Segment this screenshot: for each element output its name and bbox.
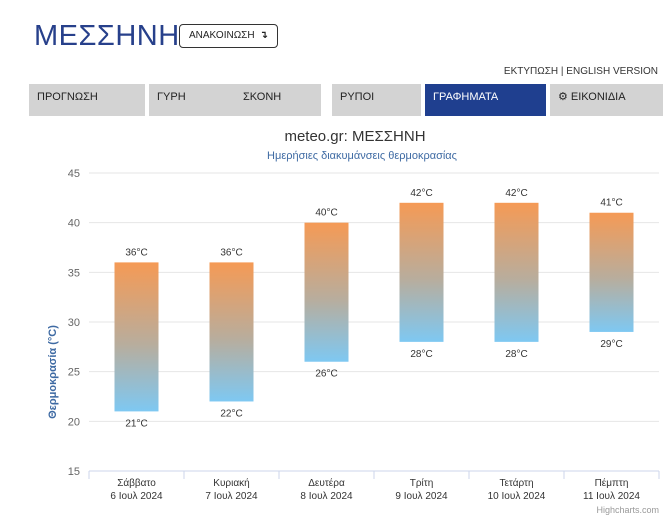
print-link[interactable]: ΕΚΤΥΠΩΣΗ bbox=[503, 66, 559, 77]
page-title: ΜΕΣΣΗΝΗ bbox=[34, 20, 180, 52]
tab-forecast[interactable]: ΠΡΟΓΝΩΣΗ bbox=[29, 84, 145, 116]
min-temp-label-2: 26°C bbox=[315, 369, 337, 380]
chart-subtitle: Ημερήσιες διακυμάνσεις θερμοκρασίας bbox=[267, 150, 457, 162]
grid-lines bbox=[89, 172, 659, 472]
min-temp-label-5: 29°C bbox=[600, 339, 622, 350]
y-tick-label-30: 30 bbox=[68, 317, 80, 329]
y-tick-label-25: 25 bbox=[68, 367, 80, 379]
min-temp-label-0: 21°C bbox=[125, 418, 147, 429]
x-axis-ticks: Σάββατο 6 Ιουλ 2024 Κυριακή 7 Ιουλ 2024 Δευτ… bbox=[88, 471, 660, 502]
tab-icons-label: ΕΙΚΟΝΙΔΙΑ bbox=[570, 91, 626, 103]
y-tick-label-35: 35 bbox=[68, 267, 80, 279]
max-temp-label-5: 41°C bbox=[600, 198, 622, 209]
announcement-button[interactable]: ΑΝΑΚΟΙΝΩΣΗ ↴ bbox=[179, 24, 278, 48]
y-axis-ticks: 15 20 25 30 35 40 45 bbox=[68, 168, 80, 478]
tab-pollutants-label: ΡΥΠΟΙ bbox=[340, 91, 375, 103]
x-tick-day-0: Σάββατο bbox=[117, 477, 156, 489]
x-tick-day-3: Τρίτη bbox=[410, 477, 434, 489]
x-tick-date-4: 10 Ιουλ 2024 bbox=[488, 491, 546, 502]
temperature-bar-4 bbox=[494, 202, 539, 342]
x-tick-date-3: 9 Ιουλ 2024 bbox=[395, 491, 448, 502]
x-tick-day-2: Δευτέρα bbox=[308, 477, 345, 489]
tab-dust[interactable]: ΣΚΟΝΗ bbox=[235, 84, 321, 116]
max-temp-label-2: 40°C bbox=[315, 208, 337, 219]
x-tick-date-1: 7 Ιουλ 2024 bbox=[205, 491, 258, 502]
x-tick-day-1: Κυριακή bbox=[213, 477, 249, 489]
top-links: ΕΚΤΥΠΩΣΗ | ENGLISH VERSION bbox=[504, 66, 658, 77]
gear-icon: ⚙ bbox=[558, 91, 568, 103]
x-tick-day-4: Τετάρτη bbox=[499, 477, 533, 489]
min-temp-label-4: 28°C bbox=[505, 349, 527, 360]
english-version-link[interactable]: ENGLISH VERSION bbox=[566, 66, 658, 77]
y-tick-label-45: 45 bbox=[68, 168, 80, 180]
temperature-bar-5 bbox=[589, 212, 634, 332]
max-temp-label-4: 42°C bbox=[505, 188, 527, 199]
y-tick-label-15: 15 bbox=[68, 466, 80, 478]
x-tick-date-0: 6 Ιουλ 2024 bbox=[110, 491, 163, 502]
chart-title: meteo.gr: ΜΕΣΣΗΝΗ bbox=[284, 128, 425, 145]
temperature-bars: 36°C 21°C 36°C 22°C 40°C 26°C 42°C 28°C 42°C 28°C… bbox=[114, 188, 634, 429]
tab-icons[interactable]: ⚙ ΕΙΚΟΝΙΔΙΑ bbox=[550, 84, 663, 116]
temperature-bar-2 bbox=[304, 222, 349, 362]
tab-pollutants[interactable]: ΡΥΠΟΙ bbox=[332, 84, 421, 116]
link-separator: | bbox=[560, 66, 564, 77]
x-tick-date-5: 11 Ιουλ 2024 bbox=[583, 491, 640, 502]
x-tick-day-5: Πέμπτη bbox=[595, 477, 629, 489]
tab-charts-label: ΓΡΑΦΗΜΑΤΑ bbox=[433, 91, 499, 103]
y-tick-label-20: 20 bbox=[68, 416, 80, 428]
min-temp-label-1: 22°C bbox=[220, 408, 242, 419]
tab-charts[interactable]: ΓΡΑΦΗΜΑΤΑ bbox=[425, 84, 546, 116]
temperature-bar-0 bbox=[114, 262, 159, 412]
tab-pollen-label: ΓΥΡΗ bbox=[157, 91, 186, 103]
announcement-label: ΑΝΑΚΟΙΝΩΣΗ bbox=[189, 30, 255, 41]
min-temp-label-3: 28°C bbox=[410, 349, 432, 360]
y-axis-label: Θερμοκρασία (°C) bbox=[47, 325, 59, 419]
temperature-chart: meteo.gr: ΜΕΣΣΗΝΗ Ημερήσιες διακυμάνσεις… bbox=[47, 128, 660, 502]
arrow-down-right-icon: ↴ bbox=[259, 30, 268, 41]
max-temp-label-0: 36°C bbox=[125, 247, 147, 258]
y-tick-label-40: 40 bbox=[68, 218, 80, 230]
tab-pollen[interactable]: ΓΥΡΗ bbox=[149, 84, 235, 116]
max-temp-label-1: 36°C bbox=[220, 247, 242, 258]
x-tick-date-2: 8 Ιουλ 2024 bbox=[300, 491, 353, 502]
tab-dust-label: ΣΚΟΝΗ bbox=[243, 91, 282, 103]
highcharts-credit[interactable]: Highcharts.com bbox=[596, 505, 659, 515]
temperature-bar-1 bbox=[209, 262, 254, 402]
max-temp-label-3: 42°C bbox=[410, 188, 432, 199]
tab-forecast-label: ΠΡΟΓΝΩΣΗ bbox=[37, 91, 98, 103]
temperature-bar-3 bbox=[399, 202, 444, 342]
